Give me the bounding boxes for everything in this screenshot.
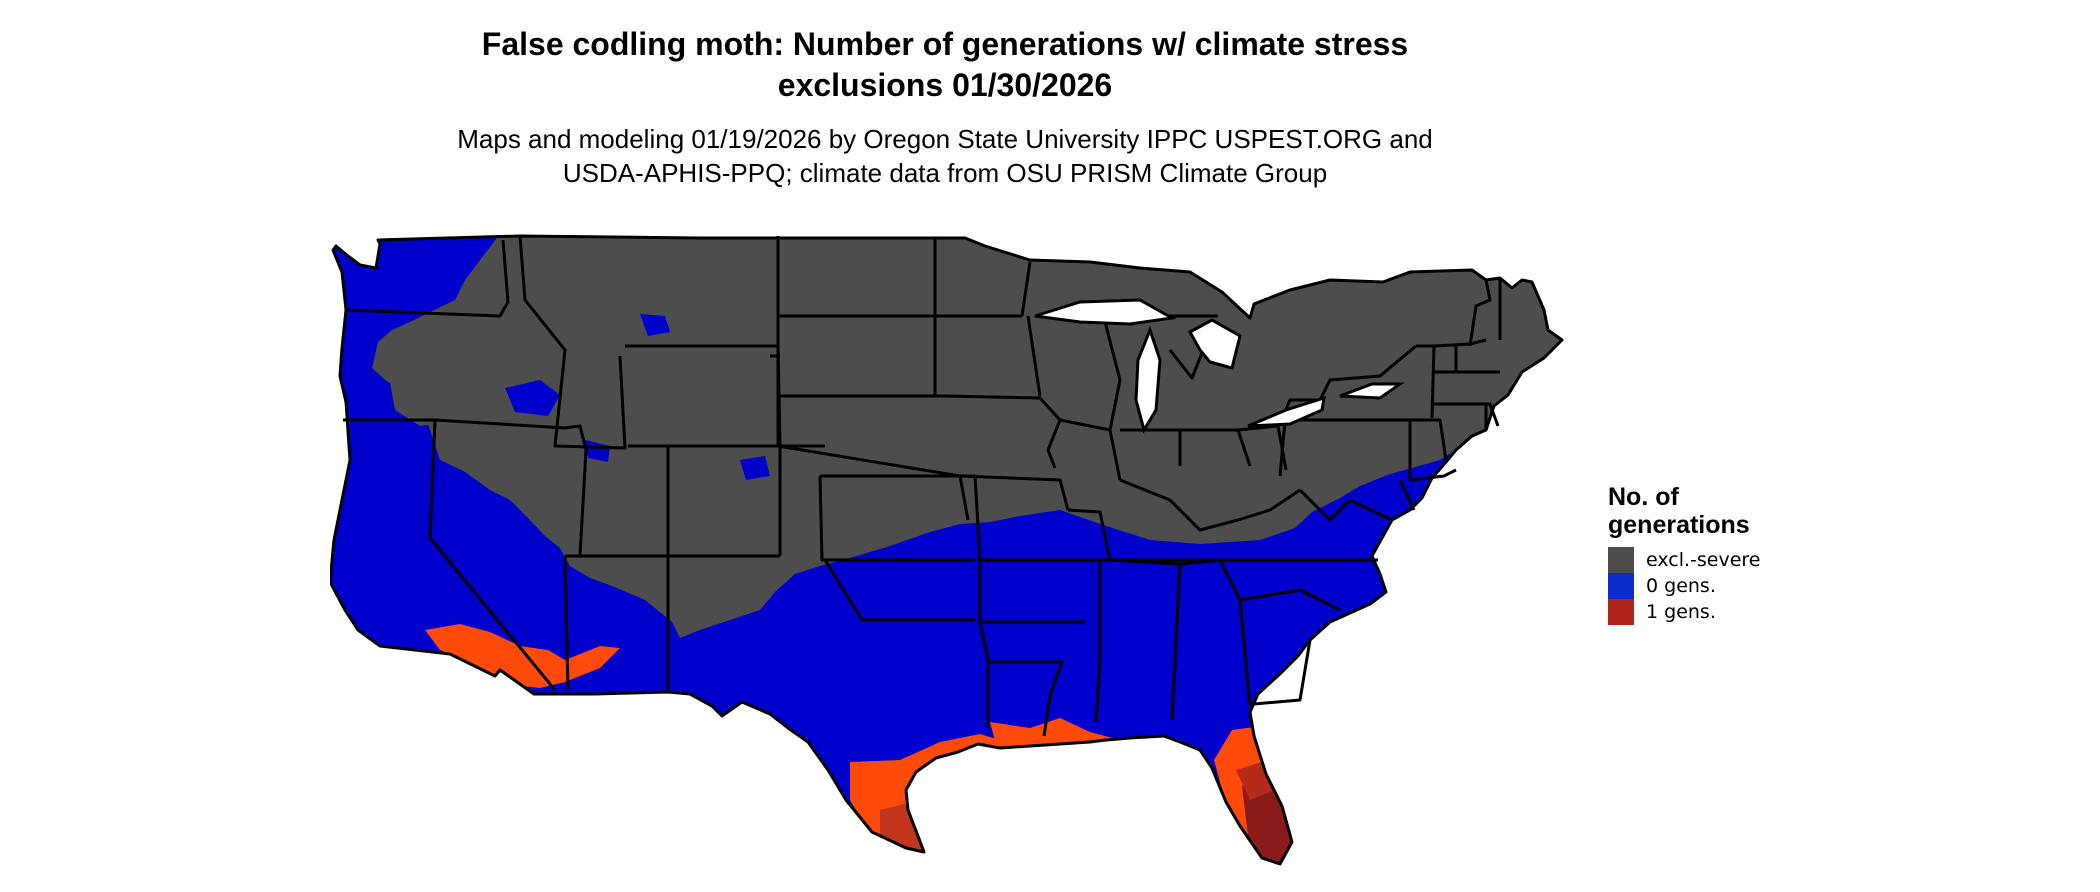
map-legend: No. of generations excl.-severe 0 gens. …: [1608, 483, 1848, 625]
zero-generations-pocket-1: [505, 380, 560, 416]
map-subtitle-line-1: Maps and modeling 01/19/2026 by Oregon S…: [457, 124, 1433, 154]
map-subtitle-line-2: USDA-APHIS-PPQ; climate data from OSU PR…: [562, 158, 1328, 188]
legend-label-excluded: excl.-severe: [1646, 549, 1761, 571]
state-borders: [330, 234, 1564, 866]
legend-swatch-zero-gens: [1608, 573, 1634, 599]
legend-swatch-excluded: [1608, 547, 1634, 573]
zero-generations-pocket-3: [585, 440, 610, 462]
zero-generations-pocket-4: [740, 456, 770, 480]
legend-title-line-1: No. of: [1608, 483, 1679, 511]
map-subtitle: Maps and modeling 01/19/2026 by Oregon S…: [0, 122, 1890, 190]
legend-item-excluded: excl.-severe: [1608, 547, 1848, 573]
legend-label-zero-gens: 0 gens.: [1646, 575, 1716, 597]
map-title-line-2: exclusions 01/30/2026: [777, 67, 1113, 103]
excluded-area: [372, 236, 1562, 638]
map-fill-layers: [330, 236, 1562, 864]
map-title: False codling moth: Number of generation…: [0, 24, 1890, 106]
excluded-area-northwest: [388, 352, 505, 426]
legend-title-line-2: generations: [1608, 511, 1750, 539]
legend-label-one-gen: 1 gens.: [1646, 601, 1716, 623]
zero-generations-pocket-2: [640, 314, 670, 336]
us-generations-map: [330, 234, 1564, 866]
legend-item-one-gen: 1 gens.: [1608, 599, 1848, 625]
one-generation-southern-california: [425, 624, 620, 688]
legend-swatch-one-gen: [1608, 599, 1634, 625]
legend-title: No. of generations: [1608, 483, 1848, 539]
legend-item-zero-gens: 0 gens.: [1608, 573, 1848, 599]
map-title-line-1: False codling moth: Number of generation…: [481, 26, 1409, 62]
great-lakes: [1034, 298, 1405, 434]
